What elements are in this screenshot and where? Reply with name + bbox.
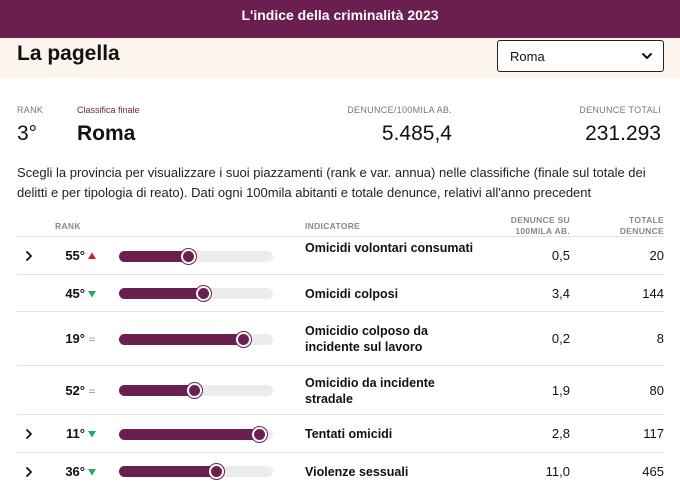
row-rank: 19° xyxy=(65,331,85,346)
row-total: 117 xyxy=(643,426,664,441)
rank-value: 3° xyxy=(17,122,38,145)
chevron-right-icon[interactable] xyxy=(24,466,34,478)
row-indicator: Omicidi colposi xyxy=(305,286,399,301)
rank-bar-fill xyxy=(119,250,190,262)
row-total: 80 xyxy=(649,382,664,398)
rank-bar-knob xyxy=(187,383,202,398)
row-total: 20 xyxy=(649,248,664,263)
row-total: 8 xyxy=(656,331,664,346)
per100k-label: DENUNCE/100MILA AB. xyxy=(347,105,452,115)
rank-bar-knob xyxy=(209,464,224,479)
per100k-value: 5.485,4 xyxy=(381,122,452,145)
rank-bar-knob xyxy=(181,248,196,264)
description: Scegli la provincia per visualizzare i s… xyxy=(17,165,646,200)
chevron-down-icon xyxy=(642,53,652,59)
rank-bar xyxy=(119,248,273,264)
row-per100k: 3,4 xyxy=(551,285,570,301)
chevron-right-icon[interactable] xyxy=(24,250,34,262)
rank-bar-fill xyxy=(119,466,218,477)
rank-bar xyxy=(119,464,273,479)
rank-bar xyxy=(119,286,273,301)
col-header-indicator: INDICATORE xyxy=(305,221,361,231)
row-rank: 11° xyxy=(66,426,85,441)
rank-bar xyxy=(119,426,273,442)
row-indicator: Omicidio da incidente stradale xyxy=(305,375,435,406)
rank-bar-fill xyxy=(119,428,261,440)
province-select-value: Roma xyxy=(510,49,545,64)
row-per100k: 1,9 xyxy=(551,382,570,398)
col-header-per100k: DENUNCE SU 100MILA AB. xyxy=(470,215,570,237)
row-rank: 52° xyxy=(65,382,85,398)
rank-bar-knob xyxy=(196,286,211,301)
province-name: Roma xyxy=(77,122,136,145)
col-header-total-line1: TOTALE xyxy=(628,215,664,225)
final-ranking-label: Classifica finale xyxy=(77,105,140,115)
table-row: 45° Omicidi colposi 3,4 144 xyxy=(17,274,664,311)
row-per100k: 11,0 xyxy=(545,463,570,479)
table-row: 52° Omicidio da incidente stradale 1,9 80 xyxy=(17,365,664,414)
row-per100k: 0,2 xyxy=(551,331,570,346)
col-header-per100k-line2: 100MILA AB. xyxy=(515,226,570,236)
banner-title: L'indice della criminalità 2023 xyxy=(241,7,439,23)
col-header-total: TOTALE DENUNCE xyxy=(580,215,664,237)
province-select[interactable]: Roma xyxy=(497,40,664,72)
rank-bar-knob xyxy=(236,331,251,347)
rank-bar-fill xyxy=(119,288,205,299)
total-label: DENUNCE TOTALI xyxy=(579,105,661,115)
rank-bar-fill xyxy=(119,333,245,345)
col-header-rank: RANK xyxy=(55,221,81,231)
row-per100k: 2,8 xyxy=(551,426,570,441)
trend-down-icon xyxy=(88,290,96,297)
rank-bar-knob xyxy=(252,426,267,442)
rank-bar xyxy=(119,383,273,398)
col-header-per100k-line1: DENUNCE SU xyxy=(510,215,570,225)
table-row: 19° Omicidio colposo da incidente sul lav… xyxy=(17,311,664,365)
row-indicator: Tentati omicidi xyxy=(305,427,393,441)
row-total: 465 xyxy=(642,463,664,479)
row-rank: 55° xyxy=(65,248,85,263)
rank-label: RANK xyxy=(17,105,44,115)
table-row[interactable]: 55° Omicidi volontari consumati 0,5 20 xyxy=(17,236,664,274)
row-rank: 36° xyxy=(65,463,85,479)
col-header-total-line2: DENUNCE xyxy=(619,226,664,236)
page-title: La pagella xyxy=(17,42,120,65)
row-indicator: Violenze sessuali xyxy=(305,464,409,479)
rank-bar-fill xyxy=(119,385,196,396)
row-indicator: Omicidi volontari consumati xyxy=(305,241,474,255)
table-row[interactable]: 36° Violenze sessuali 11,0 465 xyxy=(17,452,664,489)
rank-bar xyxy=(119,331,273,347)
top-banner: L'indice della criminalità 2023 xyxy=(0,0,680,38)
trend-down-icon xyxy=(88,431,96,438)
trend-down-icon xyxy=(88,468,96,475)
row-total: 144 xyxy=(642,285,664,301)
trend-same-icon xyxy=(89,389,95,393)
row-indicator: Omicidio colposo da incidente sul lavoro xyxy=(305,324,428,354)
trend-same-icon xyxy=(89,337,95,341)
total-value: 231.293 xyxy=(585,122,661,145)
row-per100k: 0,5 xyxy=(551,248,570,263)
chevron-right-icon[interactable] xyxy=(24,428,34,440)
trend-up-icon xyxy=(88,252,96,259)
row-rank: 45° xyxy=(65,285,85,301)
table-row[interactable]: 11° Tentati omicidi 2,8 117 xyxy=(17,414,664,452)
